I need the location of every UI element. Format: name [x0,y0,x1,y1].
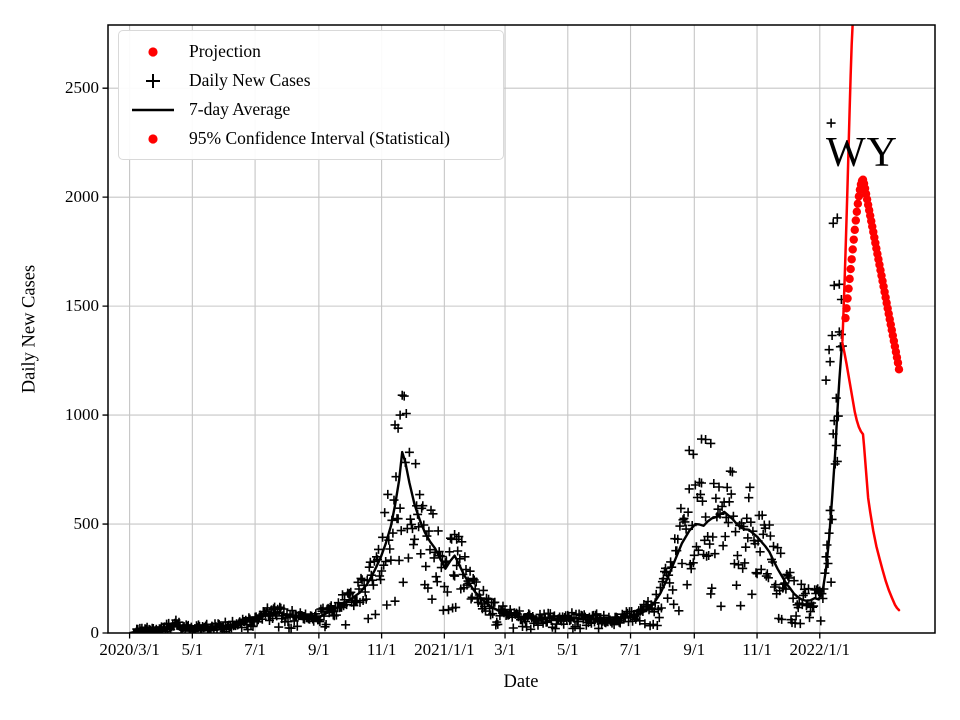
projection-dot-icon [148,46,158,57]
plus-marker-icon [146,73,160,88]
legend-label: 95% Confidence Interval (Statistical) [189,128,450,148]
x-tick-label: 2020/3/1 [99,640,160,659]
x-tick-label: 9/1 [683,640,706,659]
y-tick-label: 2000 [65,187,99,207]
legend-label: Projection [189,41,261,61]
average-line-icon [132,108,174,111]
x-tick-label: 9/1 [307,640,330,659]
legend: Projection Daily New Cases 7-day Average… [118,30,504,160]
y-tick-label: 2500 [65,78,99,98]
y-tick-label: 0 [90,623,100,642]
x-tick-label: 5/1 [181,640,204,659]
y-tick-label: 500 [73,514,100,534]
y-tick-label: 1000 [65,405,99,425]
y-tick-label: 1500 [65,296,99,316]
x-tick-label: 7/1 [619,640,642,659]
state-annotation: WY [826,130,898,176]
legend-item-daily-new-cases: Daily New Cases [127,68,495,94]
ci-dot-icon [148,133,158,144]
x-tick-label: 2022/1/1 [789,640,851,659]
legend-item-7day-average: 7-day Average [127,97,495,123]
legend-item-projection: Projection [127,39,495,65]
x-axis-title: Date [503,672,539,692]
x-tick-label: 11/1 [742,640,772,659]
x-tick-label: 2021/1/1 [414,640,475,659]
x-tick-label: 7/1 [244,640,266,659]
legend-label: 7-day Average [189,99,291,119]
x-tick-label: 3/1 [494,640,516,659]
y-axis-title: Daily New Cases [19,264,40,394]
legend-label: Daily New Cases [189,70,311,90]
x-tick-label: 11/1 [366,640,397,659]
x-tick-label: 5/1 [556,640,579,659]
legend-item-confidence-interval: 95% Confidence Interval (Statistical) [127,126,495,152]
